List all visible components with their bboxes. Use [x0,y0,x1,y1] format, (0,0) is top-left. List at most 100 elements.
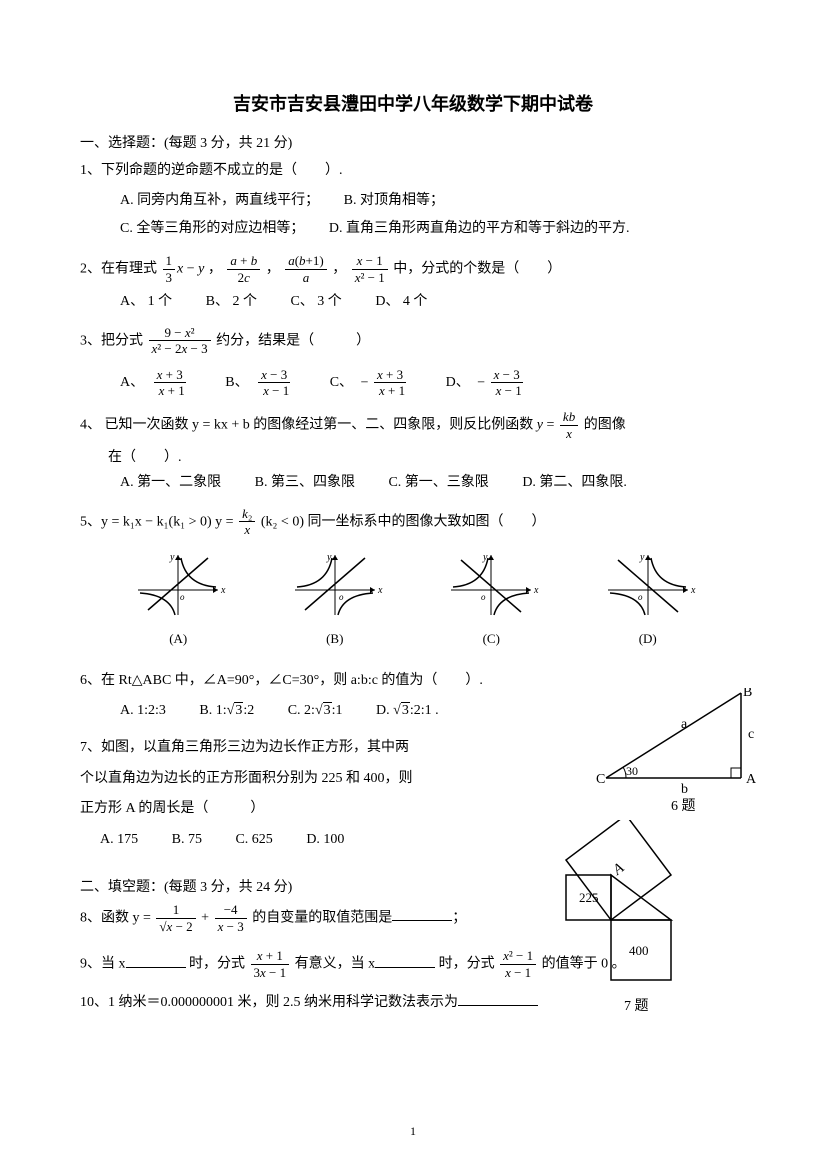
q7-optC: C. 625 [235,825,272,856]
q6-optB-post: :2 [243,703,254,718]
q6-optC-pre: C. 2: [288,703,315,718]
q2-optC: C、 3 个 [290,289,341,314]
question-2: 2、在有理式 13x − y ， a + b2c ， a(b+1)a ， x −… [80,253,746,314]
svg-text:x: x [690,585,696,596]
q8-frac1: 1√x − 2 [156,902,195,934]
q8-blank [392,907,452,921]
svg-text:x: x [377,585,383,596]
question-1: 1、下列命题的逆命题不成立的是（ ）. A. 同旁内角互补，两直线平行； B. … [80,158,746,243]
graph-c: x y o [441,550,541,620]
q1-optA: A. 同旁内角互补，两直线平行； [120,193,312,208]
q8-mid: + [201,910,212,925]
q1-text: 1、下列命题的逆命题不成立的是（ ）. [80,158,746,183]
q8-prefix: 8、函数 y = [80,910,154,925]
q7-optA: A. 175 [100,825,138,856]
q5-frac: k₂x [239,506,255,538]
svg-text:C: C [596,772,605,787]
q9-frac2: x² − 1x − 1 [500,948,536,980]
q4-optC: C. 第一、三象限 [388,470,488,495]
q9-blank2 [375,954,435,968]
svg-text:x: x [220,585,226,596]
svg-text:y: y [169,552,175,563]
q3-optB: B、 [225,375,248,390]
q2-optB: B、 2 个 [206,289,257,314]
q4-frac: kbx [560,409,578,441]
q7-line2: 个以直角边为边长的正方形面积分别为 225 和 400，则 [80,764,510,795]
svg-text:o: o [180,592,185,602]
q1-optD: D. 直角三角形两直角边的平方和等于斜边的平方. [329,221,630,236]
q8-suffix: 的自变量的取值范围是 [252,910,392,925]
svg-text:c: c [748,727,754,742]
q7-optD: D. 100 [306,825,344,856]
q3-prefix: 3、把分式 [80,333,143,348]
q2-prefix: 2、在有理式 [80,262,157,277]
q3-optC: C、 [330,375,353,390]
svg-text:B: B [743,688,752,700]
svg-text:a: a [681,717,688,732]
q1-optB: B. 对顶角相等； [344,193,444,208]
question-3: 3、把分式 9 − x²x² − 2x − 3 约分，结果是（ ） A、 x +… [80,325,746,399]
q9-p4: 时，分式 [439,957,495,972]
q3-main-frac: 9 − x²x² − 2x − 3 [149,325,211,357]
svg-text:o: o [638,592,643,602]
q1-optC: C. 全等三角形的对应边相等； [120,221,297,236]
q5-labelD: (D) [598,627,698,650]
q5-text: 5、y = k₁x − k₁(k₁ > 0) y = [80,514,237,529]
q2-optA: A、 1 个 [120,289,172,314]
svg-text:6 题: 6 题 [671,799,696,814]
q6-optB-pre: B. 1: [199,703,226,718]
svg-text:7 题: 7 题 [624,999,649,1014]
question-5: 5、y = k₁x − k₁(k₁ > 0) y = k₂x (k₂ < 0) … [80,506,746,659]
q10-text: 10、1 纳米＝0.000000001 米，则 2.5 纳米用科学记数法表示为 [80,995,458,1010]
svg-text:225: 225 [579,890,599,905]
q7-figure: 225 400 A 7 题 [546,820,746,1020]
svg-text:b: b [681,782,688,797]
q4-prefix: 4、 已知一次函数 y = kx + b 的图像经过第一、二、四象限，则反比例函… [80,417,533,432]
q2-optD: D、 4 个 [375,289,427,314]
page-title: 吉安市吉安县澧田中学八年级数学下期中试卷 [80,90,746,116]
q3-fracD: x − 3x − 1 [491,367,527,399]
svg-text:o: o [481,592,486,602]
q10-blank [458,992,538,1006]
section1-header: 一、选择题：(每题 3 分，共 21 分) [80,132,746,152]
q5-labelB: (B) [285,627,385,650]
q6-optA: A. 1:2:3 [120,698,166,723]
q4-line2: 在（ ）. [80,445,746,470]
frac-3: a(b+1)a [285,253,327,285]
q9-frac1: x + 13x − 1 [251,948,290,980]
q3-optD: D、 [446,375,470,390]
svg-text:y: y [639,552,645,563]
svg-text:A: A [746,772,757,787]
question-6: 6、在 Rt△ABC 中，∠A=90°，∠C=30°，则 a:b:c 的值为（ … [80,668,510,722]
q6-optD-post: :2:1 . [410,703,439,718]
q4-suffix: 的图像 [584,417,626,432]
q4-optD: D. 第二、四象限. [522,470,627,495]
graph-d: x y o [598,550,698,620]
q6-optC-post: :1 [332,703,343,718]
q5-labelC: (C) [441,627,541,650]
q5-graphs: x y o (A) x y o (B) [80,542,746,659]
svg-text:30: 30 [626,764,638,778]
question-7: 7、如图，以直角三角形三边为边长作正方形，其中两 个以直角边为边长的正方形面积分… [80,733,510,856]
q8-end: ； [452,910,466,925]
q3-fracA: x + 3x + 1 [154,367,190,399]
q3-fracB: x − 3x − 1 [258,367,294,399]
q8-frac2: −4x − 3 [215,902,247,934]
q9-p2: 时，分式 [189,957,245,972]
svg-text:x: x [533,585,539,596]
svg-text:o: o [339,592,344,602]
q4-optB: B. 第三、四象限 [255,470,355,495]
frac-2: a + b2c [227,253,260,285]
q2-suffix: 中，分式的个数是（ ） [393,262,561,277]
q6-text: 6、在 Rt△ABC 中，∠A=90°，∠C=30°，则 a:b:c 的值为（ … [80,668,510,693]
q5-text2: (k₂ < 0) 同一坐标系中的图像大致如图（ ） [261,514,546,529]
q5-labelA: (A) [128,627,228,650]
frac-1: 13 [163,253,176,285]
q6-triangle: B C A a b c 30 6 题 [586,688,766,818]
svg-text:400: 400 [629,943,649,958]
q3-fracC: x + 3x + 1 [374,367,410,399]
q7-line3: 正方形 A 的周长是（ ） [80,794,510,825]
q9-p3: 有意义，当 x [295,957,376,972]
q9-p1: 9、当 x [80,957,126,972]
q9-blank1 [126,954,186,968]
